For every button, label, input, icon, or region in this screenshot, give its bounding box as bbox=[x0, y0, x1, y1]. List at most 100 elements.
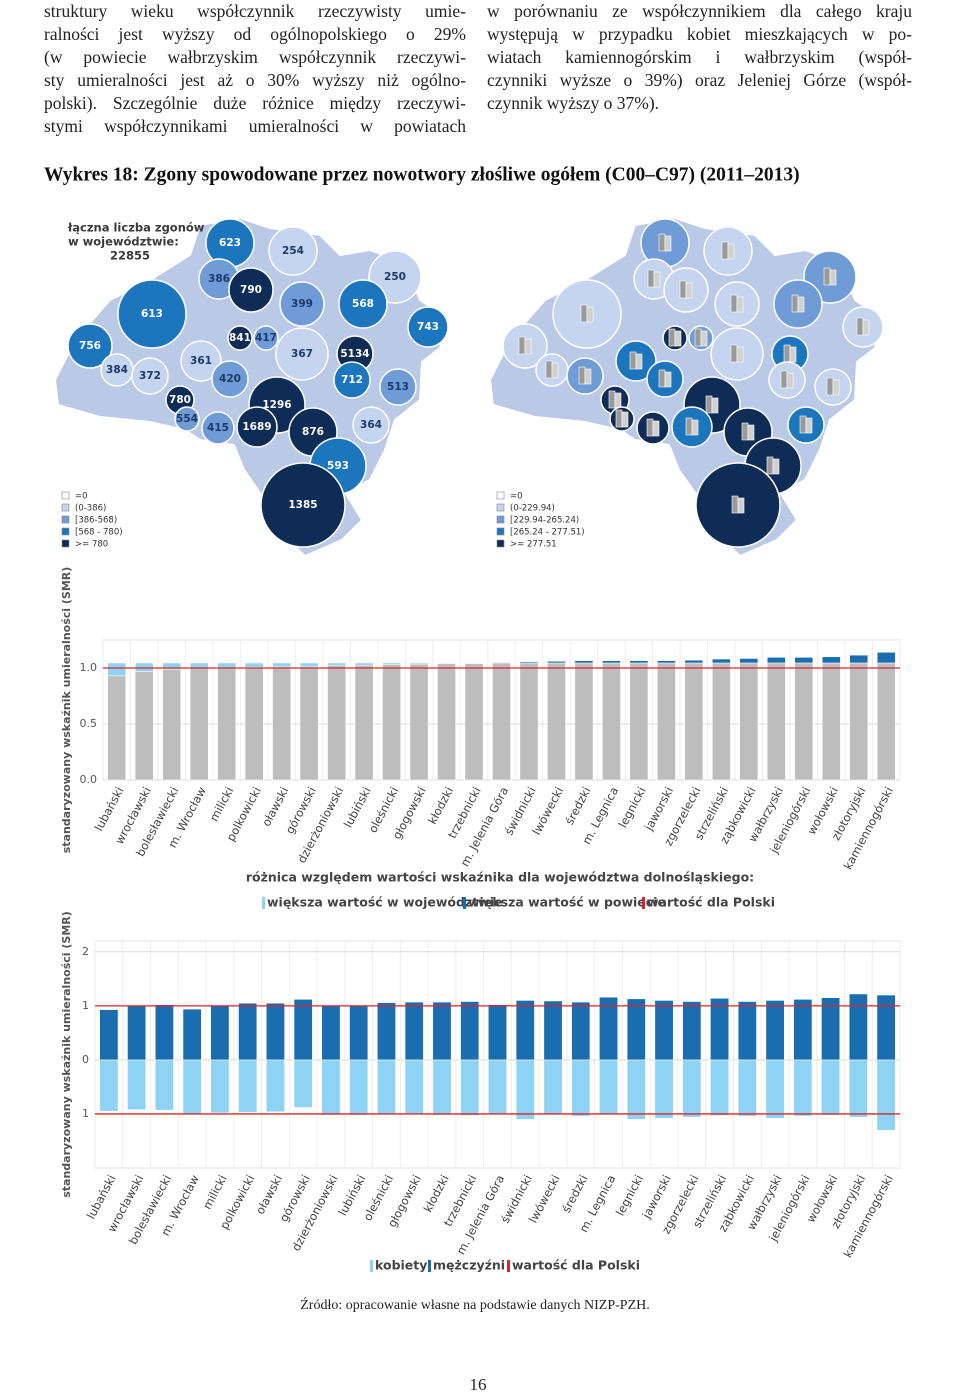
bar-segment bbox=[488, 1004, 507, 1061]
map-region bbox=[227, 325, 253, 351]
map-icon bbox=[668, 328, 676, 347]
map-region bbox=[333, 361, 371, 399]
region-label: 399 bbox=[291, 298, 313, 310]
bar-segment bbox=[712, 662, 731, 781]
right-column: w porównaniu ze współczynnikiem dla całe… bbox=[487, 0, 912, 115]
y-tick-label: 0.5 bbox=[80, 717, 98, 730]
map-region bbox=[211, 360, 249, 398]
bar-segment bbox=[492, 662, 511, 664]
bar-segment bbox=[543, 1059, 563, 1115]
map-icon bbox=[615, 409, 623, 428]
y-tick-label: 0.0 bbox=[80, 773, 98, 786]
bar-segment bbox=[432, 1059, 452, 1116]
map-icon bbox=[691, 419, 699, 436]
bar-segment bbox=[244, 667, 264, 781]
legend-label: większa wartość w województwie bbox=[267, 895, 502, 910]
bar-segment bbox=[299, 666, 319, 781]
legend-swatch bbox=[496, 527, 505, 536]
region-label: 841 bbox=[229, 332, 251, 344]
bar-segment bbox=[437, 662, 456, 664]
bar-segment bbox=[464, 663, 484, 781]
region-label: 417 bbox=[255, 332, 277, 344]
bar-segment bbox=[599, 996, 618, 1061]
map-icon bbox=[727, 243, 735, 260]
bar-segment bbox=[876, 652, 896, 664]
region-label: 743 bbox=[417, 321, 439, 333]
map-icon bbox=[737, 497, 745, 514]
map-icon bbox=[730, 344, 738, 363]
map-icon bbox=[658, 233, 666, 252]
map-icon bbox=[783, 344, 791, 363]
bar-segment bbox=[682, 1001, 702, 1061]
bar-segment bbox=[154, 1059, 174, 1111]
region-label: 1385 bbox=[288, 499, 317, 511]
bar-segment bbox=[821, 656, 841, 664]
y-tick-label: 0 bbox=[82, 1053, 89, 1066]
bar-segment bbox=[182, 1059, 202, 1115]
legend-swatch bbox=[507, 1260, 510, 1272]
legend-label: (0-386) bbox=[75, 504, 106, 514]
bar-segment bbox=[849, 654, 869, 664]
bar-segment bbox=[299, 662, 319, 668]
bar-segment bbox=[134, 662, 154, 672]
bar-segment bbox=[293, 999, 313, 1061]
x-tick-label: milicki bbox=[200, 1172, 230, 1211]
bar-segment bbox=[162, 668, 182, 781]
bar-segment bbox=[266, 1059, 285, 1113]
region-label: 613 bbox=[141, 308, 163, 320]
figure-title: Wykres 18: Zgony spowodowane przez nowot… bbox=[44, 164, 800, 185]
map-icon bbox=[608, 390, 616, 409]
map-icon bbox=[700, 330, 708, 347]
bar-segment bbox=[377, 1002, 396, 1061]
map-icon bbox=[685, 417, 693, 436]
map-region bbox=[260, 462, 346, 548]
bar-segment bbox=[107, 675, 127, 781]
map-region bbox=[253, 325, 279, 351]
bar-segment bbox=[794, 657, 814, 664]
map-icon bbox=[832, 379, 840, 396]
y-tick-label: 2 bbox=[82, 945, 89, 958]
text-line: czynniki wyższe o 39%) oraz Jeleniej Gór… bbox=[487, 70, 912, 90]
text-line: (w powiecie wałbrzyskim współczynnik rze… bbox=[44, 47, 466, 67]
bar-segment bbox=[571, 1001, 591, 1061]
bar-segment bbox=[765, 1000, 785, 1061]
bar-segment bbox=[464, 662, 484, 664]
legend-swatch bbox=[61, 539, 70, 548]
map-icon bbox=[826, 377, 834, 396]
bar-segment bbox=[602, 662, 621, 781]
map-icon bbox=[629, 351, 637, 370]
bar-segment bbox=[848, 1059, 868, 1118]
map-icon bbox=[829, 269, 837, 286]
map-icon bbox=[791, 294, 799, 313]
bar-segment bbox=[182, 1008, 202, 1061]
legend-label: >= 277.51 bbox=[510, 540, 557, 550]
bar-segment bbox=[488, 1059, 507, 1115]
map-region bbox=[407, 306, 449, 348]
map-icon bbox=[772, 458, 780, 475]
map-icon bbox=[679, 280, 687, 299]
text-line: występują w przypadku kobiet mieszkający… bbox=[487, 24, 912, 44]
bar-segment bbox=[793, 999, 813, 1061]
bar-segment bbox=[382, 664, 401, 781]
bar-segment bbox=[217, 667, 236, 781]
map-icon bbox=[664, 371, 672, 388]
legend-swatch bbox=[642, 897, 645, 909]
legend-swatch bbox=[496, 503, 505, 512]
bar-segment bbox=[189, 667, 209, 781]
map-icon bbox=[652, 420, 660, 437]
region-label: 780 bbox=[169, 394, 191, 406]
map-region bbox=[236, 406, 278, 448]
bar-segment bbox=[354, 664, 374, 781]
bar-segment bbox=[354, 662, 374, 666]
legend-swatch bbox=[370, 1260, 373, 1272]
bar-segment bbox=[404, 1059, 424, 1115]
map-region bbox=[174, 406, 200, 432]
region-label: 593 bbox=[327, 460, 349, 472]
region-label: 513 bbox=[387, 381, 409, 393]
bar-segment bbox=[739, 662, 759, 781]
bar-segment bbox=[654, 1059, 674, 1119]
region-label: 790 bbox=[240, 284, 262, 296]
legend-swatch bbox=[262, 897, 265, 909]
map-icon bbox=[658, 369, 666, 388]
